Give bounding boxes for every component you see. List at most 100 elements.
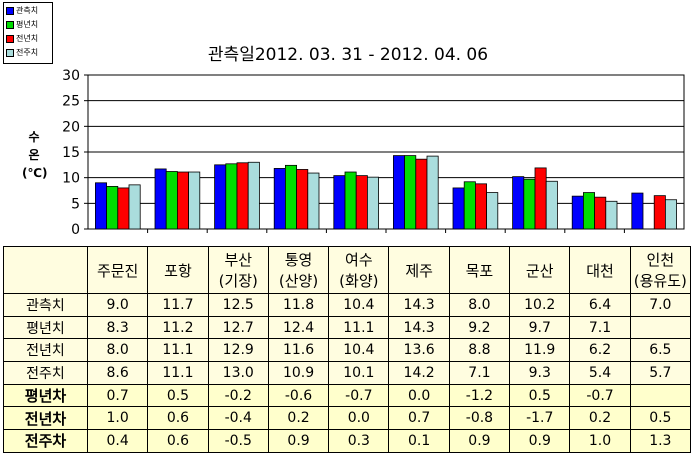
table-cell: 6.5 — [629, 338, 691, 363]
bar — [474, 183, 487, 230]
table-cell: 5.7 — [629, 361, 691, 385]
chart-plot: 0 5 10 15 20 25 30 — [62, 68, 685, 238]
table-cell: 0.7 — [86, 383, 149, 408]
bar — [583, 192, 596, 230]
bar — [366, 176, 379, 230]
table-cell: 8.6 — [86, 361, 149, 385]
table-cell: 0.0 — [328, 406, 390, 431]
table-cell: 12.5 — [207, 293, 269, 317]
table-cell: 0.4 — [86, 429, 149, 453]
table-header-cell: 부산 (기장) — [207, 246, 269, 294]
bar — [512, 176, 525, 230]
table-cell: 11.9 — [509, 338, 571, 363]
table-cell: 10.9 — [267, 361, 330, 385]
table-header-cell: 군산 — [509, 246, 571, 294]
legend-item: 평년치 — [4, 18, 52, 31]
table-cell: 14.3 — [388, 315, 450, 340]
legend-swatch — [6, 34, 14, 43]
table-cell: 0.9 — [448, 429, 511, 453]
chart-title: 관측일2012. 03. 31 - 2012. 04. 06 — [207, 45, 489, 65]
table-cell: -0.6 — [267, 383, 330, 408]
legend-label: 평년치 — [16, 20, 39, 29]
table-cell: 5.4 — [569, 361, 631, 385]
table-cell: 6.2 — [569, 338, 631, 363]
table-cell: 0.2 — [569, 406, 631, 431]
legend-label: 전주치 — [16, 48, 39, 57]
table-row: 관측치 9.0 11.7 12.5 11.8 10.4 14.3 8.0 10.2 6.4 7.0 — [3, 293, 691, 317]
bar — [188, 171, 201, 230]
bar — [534, 167, 547, 230]
row-label: 전년차 — [3, 406, 88, 431]
table-cell: 9.2 — [448, 315, 511, 340]
table-cell: 0.1 — [388, 429, 450, 453]
table-cell: 7.1 — [448, 361, 511, 385]
legend-label: 관측치 — [16, 6, 39, 15]
table-cell: -0.8 — [448, 406, 511, 431]
table-cell: -1.2 — [448, 383, 511, 408]
legend-swatch — [6, 48, 14, 57]
bar — [247, 161, 260, 230]
y-axis-label: 수 온 (℃) — [22, 128, 48, 182]
table-cell: 14.2 — [388, 361, 450, 385]
table-cell: 10.4 — [328, 293, 390, 317]
table-header-cell: 목포 — [448, 246, 511, 294]
table-row: 평년차 0.7 0.5 -0.2 -0.6 -0.7 0.0 -1.2 0.5 -0.7 — [3, 383, 691, 408]
table-row: 전년치 8.0 11.1 12.9 11.6 10.4 13.6 8.8 11.9 6.2 6.5 — [3, 338, 691, 363]
table-cell: -1.7 — [509, 406, 571, 431]
table-cell: 8.0 — [86, 338, 149, 363]
table-header-row: 주문진 포항 부산 (기장) 통영 (산양) 여수 (화양) 제주 목포 군산 대천 인천 (용유도) — [3, 246, 691, 294]
table-cell: 11.2 — [147, 315, 209, 340]
table-cell: 12.9 — [207, 338, 269, 363]
y-tick-label: 5 — [71, 196, 80, 212]
table-row: 전주치 8.6 11.1 13.0 10.9 10.1 14.2 7.1 9.3 5.4 5.7 — [3, 361, 691, 385]
table-header-cell: 여수 (화양) — [328, 246, 390, 294]
table-row: 평년치 8.3 11.2 12.7 12.4 11.1 14.3 9.2 9.7 7.1 — [3, 315, 691, 340]
table-cell: 0.7 — [388, 406, 450, 431]
table-cell: 0.5 — [629, 406, 691, 431]
table-cell: -0.4 — [207, 406, 269, 431]
table-cell: 9.7 — [509, 315, 571, 340]
table-row: 전주차 0.4 0.6 -0.5 0.9 0.3 0.1 0.9 0.9 1.0 1.3 — [3, 429, 691, 453]
table-cell: 9.0 — [86, 293, 149, 317]
y-tick-label: 20 — [62, 119, 80, 135]
table-cell: 0.6 — [147, 406, 209, 431]
table-cell: 0.9 — [267, 429, 330, 453]
row-label: 평년치 — [3, 315, 88, 340]
bar — [415, 158, 428, 230]
row-label: 전주치 — [3, 361, 88, 385]
chart-legend: 관측치 평년치 전년치 전주치 — [3, 2, 53, 64]
bar — [236, 162, 249, 230]
bar — [392, 155, 405, 230]
table-cell: 1.0 — [569, 429, 631, 453]
table-cell: -0.5 — [207, 429, 269, 453]
table-cell: 6.4 — [569, 293, 631, 317]
table-cell: 10.4 — [328, 338, 390, 363]
y-axis-label-line: (℃) — [22, 166, 48, 180]
y-tick-label: 30 — [62, 68, 80, 84]
table-cell: 9.3 — [509, 361, 571, 385]
table-cell — [629, 315, 691, 340]
legend-item: 관측치 — [4, 4, 52, 17]
table-cell: 11.1 — [147, 361, 209, 385]
table-cell: 0.0 — [388, 383, 450, 408]
bar — [344, 171, 357, 230]
table-header-cell: 인천 (용유도) — [629, 246, 691, 294]
y-tick-label: 0 — [71, 222, 80, 238]
bar — [463, 181, 476, 230]
table-cell: -0.7 — [328, 383, 390, 408]
bar — [355, 175, 368, 230]
table-cell: 10.2 — [509, 293, 571, 317]
data-table: 주문진 포항 부산 (기장) 통영 (산양) 여수 (화양) 제주 목포 군산 대천 인천 (용유도) 관측… — [3, 246, 691, 453]
row-label: 전주차 — [3, 429, 88, 453]
table-cell: 0.3 — [328, 429, 390, 453]
bar — [214, 164, 227, 230]
row-label: 평년차 — [3, 383, 88, 408]
bar — [117, 187, 130, 230]
bar — [128, 184, 141, 230]
y-tick-label: 10 — [62, 171, 80, 187]
bar — [106, 185, 119, 230]
bar — [176, 171, 189, 230]
y-axis-label-line: 온 — [28, 148, 40, 162]
bar — [605, 200, 618, 230]
table-header-cell: 주문진 — [86, 246, 149, 294]
